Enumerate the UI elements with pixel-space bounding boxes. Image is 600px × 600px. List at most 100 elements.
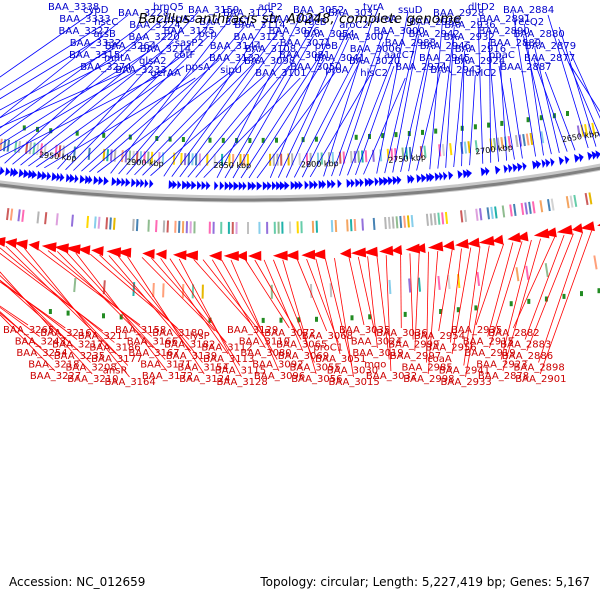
forward-cog-strip [474, 140, 479, 153]
forward-gene-arrow [426, 173, 432, 183]
reverse-leader-line [426, 251, 429, 363]
forward-cog-strip [0, 138, 3, 151]
forward-gene-arrow [591, 151, 598, 160]
reverse-gene-label: BAA_3112 [201, 343, 252, 354]
forward-leader-line [477, 17, 484, 164]
forward-gene-arrow [10, 167, 16, 177]
reverse-gene-label: BAA_2915 [463, 337, 514, 348]
forward-leader-line [28, 53, 186, 167]
rna-feature-strip [593, 255, 598, 270]
forward-gene-arrow [284, 181, 290, 191]
forward-leader-line [558, 38, 600, 138]
reverse-cog-strip [395, 216, 399, 229]
forward-leader-line [445, 38, 454, 168]
forward-cog-strip [350, 151, 353, 164]
reverse-leader-line [348, 257, 365, 326]
forward-gene-arrow [457, 170, 463, 179]
forward-gene-label: arsB [94, 29, 116, 40]
forward-cog-strip [14, 140, 18, 153]
reverse-cog-strip [17, 209, 21, 222]
scale-tick-label: 2650 kbp [561, 129, 600, 144]
forward-leader-line [195, 65, 290, 178]
forward-gene-label: BAA_3020 [349, 56, 400, 67]
rna-feature-strip [102, 280, 106, 295]
forward-leader-line [0, 35, 104, 100]
forward-gene-label: BAA_3076 [269, 26, 320, 37]
reverse-leader-line [489, 241, 523, 349]
reverse-leader-line [334, 258, 354, 378]
gc-marker [539, 115, 543, 121]
forward-gene-label: mntA [104, 53, 131, 64]
forward-gene-label: aroA [374, 14, 397, 25]
forward-gene-label: BAA_3327 [59, 26, 110, 37]
reverse-cog-strip [444, 211, 449, 225]
forward-cog-strip [73, 146, 76, 159]
forward-leader-line [533, 59, 568, 152]
forward-leader-line [4, 17, 164, 164]
forward-gene-label: BAA_2887 [500, 62, 551, 73]
forward-cog-strip [43, 143, 47, 156]
forward-gene-arrow [416, 174, 422, 183]
reverse-gene-label: BAA_2985 [402, 363, 453, 374]
rna-feature-strip [408, 278, 412, 293]
reverse-gene-label: BAA_3166 [127, 337, 178, 348]
reverse-leader-line [108, 255, 192, 352]
reverse-cog-strip [550, 198, 555, 211]
reverse-gene-arrow [301, 249, 316, 260]
reverse-cog-strip [44, 212, 48, 225]
reverse-leader-line [539, 230, 593, 375]
forward-leader-line [0, 38, 139, 137]
forward-cog-strip [493, 137, 497, 151]
forward-leader-line [171, 29, 280, 177]
forward-leader-line [392, 35, 419, 173]
reverse-cog-strip [524, 202, 528, 215]
forward-cog-strip [61, 145, 65, 158]
reverse-leader-line [427, 250, 439, 375]
reverse-gene-arrow [350, 247, 367, 258]
reverse-leader-line [306, 258, 339, 343]
reverse-gene-arrow [427, 241, 444, 252]
forward-gene-arrow [177, 180, 182, 190]
forward-cog-strip [540, 131, 545, 144]
forward-gene-arrow [186, 180, 192, 190]
reverse-leader-line [385, 255, 392, 372]
reverse-cog-strip [36, 211, 40, 224]
backbone-ring [0, 166, 600, 202]
forward-leader-line [187, 53, 291, 178]
forward-cog-strip [139, 151, 143, 164]
reverse-cog-strip [93, 216, 97, 229]
forward-leader-line [461, 62, 465, 167]
forward-gene-label: dltD2 [468, 2, 495, 13]
gc-marker [261, 317, 265, 323]
gc-marker [48, 309, 52, 314]
forward-gene-label: proA [325, 65, 348, 76]
reverse-leader-line [538, 232, 583, 363]
reverse-leader-line [151, 257, 227, 343]
reverse-cog-strip [528, 201, 532, 214]
forward-gene-label: BAA_3228 [118, 8, 169, 19]
forward-gene-label: BAA_3175 [164, 26, 215, 37]
forward-gene-arrow [28, 169, 34, 179]
reverse-gene-label: BAA_3217 [52, 340, 103, 351]
forward-leader-line [293, 50, 361, 178]
reverse-leader-line [23, 247, 130, 378]
gc-marker [434, 128, 438, 134]
reverse-leader-line [500, 239, 532, 360]
reverse-gene-arrow [173, 250, 187, 261]
forward-cog-strip [150, 151, 154, 164]
reverse-cog-strip [479, 208, 483, 221]
reverse-cog-strip [565, 196, 570, 209]
reverse-gene-label: coaA [427, 354, 452, 365]
reverse-leader-line [221, 259, 278, 360]
forward-gene-label: BAA_2974 [395, 62, 446, 73]
forward-cog-strip [146, 151, 150, 164]
forward-gene-arrow [368, 177, 375, 187]
gc-marker [509, 301, 513, 307]
forward-gene-label: BAA_3081 [279, 50, 330, 61]
forward-gene-arrow [276, 181, 282, 191]
reverse-leader-line [438, 249, 453, 332]
forward-gene-label: BAA_3054 [304, 29, 355, 40]
reverse-gene-label: BAA_2954 [414, 331, 465, 342]
forward-leader-line [44, 77, 196, 169]
forward-cog-strip [54, 144, 58, 157]
